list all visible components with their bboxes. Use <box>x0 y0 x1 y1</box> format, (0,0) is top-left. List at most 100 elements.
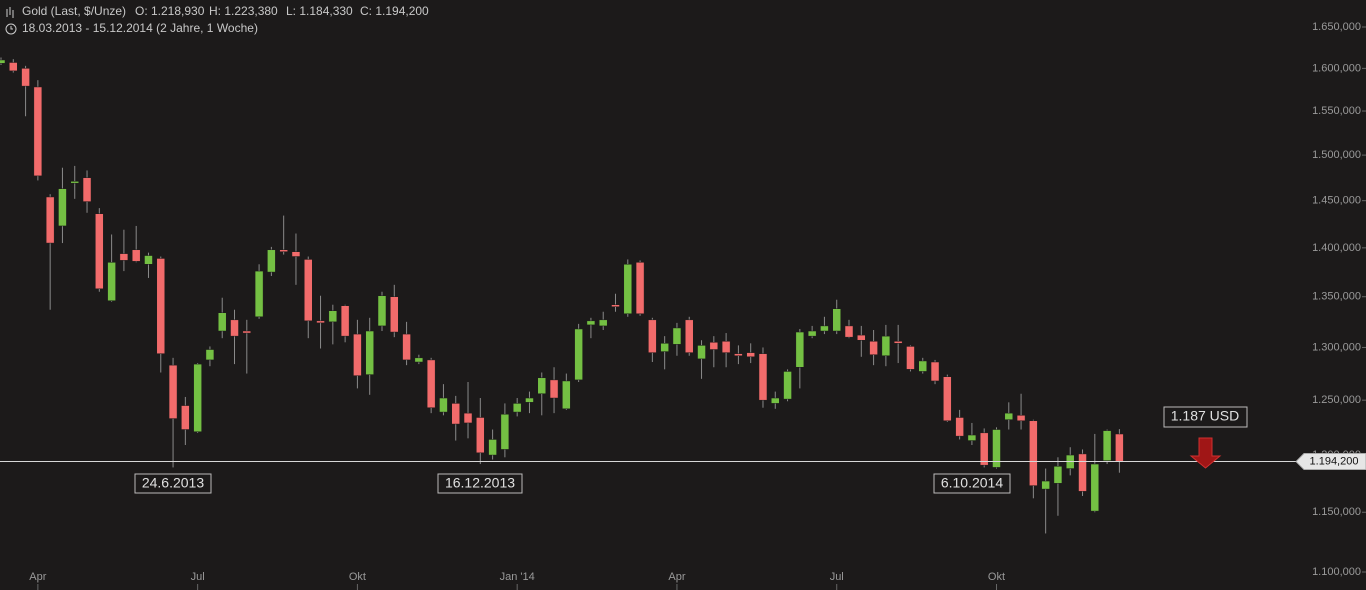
candle-body <box>648 319 657 353</box>
candle-body <box>992 429 1001 468</box>
target-label: 1.187 USD <box>1171 408 1239 424</box>
candle-body <box>598 319 608 327</box>
candle-body <box>488 439 497 456</box>
candle-body <box>144 255 153 265</box>
candle-body <box>0 59 6 64</box>
x-tick-label: Apr <box>29 571 46 583</box>
date-annotation: 6.10.2014 <box>941 475 1003 491</box>
candle-body <box>783 371 792 400</box>
candle-body <box>660 343 669 352</box>
candle-body <box>205 349 215 361</box>
candle-body <box>1102 430 1112 461</box>
candle-body <box>771 397 780 404</box>
target-arrow <box>1189 437 1222 469</box>
candle-body <box>746 352 755 358</box>
candle-body <box>721 341 731 353</box>
candle-body <box>181 405 190 430</box>
candle-body <box>635 262 645 315</box>
y-tick-label: 1.450,000 <box>1312 195 1361 207</box>
candle-body <box>230 319 239 337</box>
last-price-label: 1.194,200 <box>1310 455 1359 467</box>
candle-body <box>267 249 276 273</box>
candle-body <box>107 262 116 301</box>
candle-body <box>623 264 633 315</box>
candle-body <box>390 296 399 333</box>
y-tick-label: 1.100,000 <box>1312 566 1361 578</box>
chart-subtitle: 18.03.2013 - 15.12.2014 (2 Jahre, 1 Woch… <box>22 21 258 35</box>
candle-body <box>168 364 178 419</box>
candle-body <box>574 328 583 381</box>
candle-body <box>156 258 166 354</box>
candle-body <box>967 434 977 441</box>
header-close: C: 1.194,200 <box>360 4 429 18</box>
candle-body <box>414 357 424 363</box>
candle-body <box>844 325 854 338</box>
candle-body <box>832 308 841 332</box>
candle-body <box>451 403 460 425</box>
candle-body <box>869 341 878 355</box>
candle-body <box>684 319 694 353</box>
y-tick-label: 1.250,000 <box>1312 394 1361 406</box>
candle-body <box>1115 433 1124 462</box>
candle-body <box>70 181 79 184</box>
candle-body <box>328 310 338 323</box>
candle-body <box>930 361 940 382</box>
candle-body <box>476 417 485 454</box>
candle-body <box>439 397 448 413</box>
y-tick-label: 1.550,000 <box>1312 105 1361 117</box>
candle-body <box>193 363 202 432</box>
candle-body <box>795 331 805 368</box>
candle-body <box>734 353 743 357</box>
y-tick-label: 1.650,000 <box>1312 21 1361 33</box>
x-tick-label: Jan '14 <box>500 571 535 583</box>
candle-body <box>1090 463 1100 512</box>
candle-body <box>893 341 903 344</box>
candle-body <box>316 320 325 324</box>
header-high: H: 1.223,380 <box>209 4 278 18</box>
date-annotation-box <box>437 473 523 494</box>
candle-body <box>549 379 559 399</box>
candle-body <box>377 295 387 327</box>
candle-body <box>9 62 18 72</box>
candle-body <box>1041 480 1050 490</box>
candle-body <box>709 342 719 350</box>
chart-icon <box>6 7 14 18</box>
candle-body <box>758 353 768 401</box>
candle-body <box>131 249 141 262</box>
candle-body <box>943 376 952 422</box>
candle-body <box>242 330 252 334</box>
candle-body <box>33 86 43 177</box>
candle-body <box>254 270 264 318</box>
candle-body <box>857 334 866 341</box>
chart-title: Gold (Last, $/Unze) <box>22 4 126 18</box>
candle-body <box>672 327 682 345</box>
candle-body <box>21 68 30 87</box>
candle-body <box>1029 420 1038 486</box>
header-low: L: 1.184,330 <box>286 4 353 18</box>
candle-body <box>1004 412 1014 420</box>
candle-body <box>119 253 129 261</box>
candle-body <box>82 177 92 202</box>
candle-body <box>291 251 301 257</box>
candle-body <box>365 330 374 375</box>
plot: 1.100,0001.150,0001.200,0001.250,0001.30… <box>0 21 1366 590</box>
candle-body <box>217 312 227 332</box>
candle-body <box>807 330 817 337</box>
x-tick-label: Jul <box>191 571 205 583</box>
candle-body <box>402 333 411 361</box>
y-tick-label: 1.500,000 <box>1312 149 1361 161</box>
y-tick-label: 1.300,000 <box>1312 341 1361 353</box>
x-tick-label: Jul <box>830 571 844 583</box>
candle-body <box>463 412 473 424</box>
target-box <box>1163 406 1248 428</box>
candle-body <box>820 325 829 332</box>
candle-body <box>979 432 989 466</box>
candle-body <box>537 377 547 394</box>
header-open: O: 1.218,930 <box>135 4 205 18</box>
date-annotation-box <box>134 473 212 494</box>
candle-body <box>95 213 104 290</box>
candle-body <box>500 413 510 450</box>
candle-body <box>611 304 620 307</box>
x-tick-label: Okt <box>349 571 366 583</box>
